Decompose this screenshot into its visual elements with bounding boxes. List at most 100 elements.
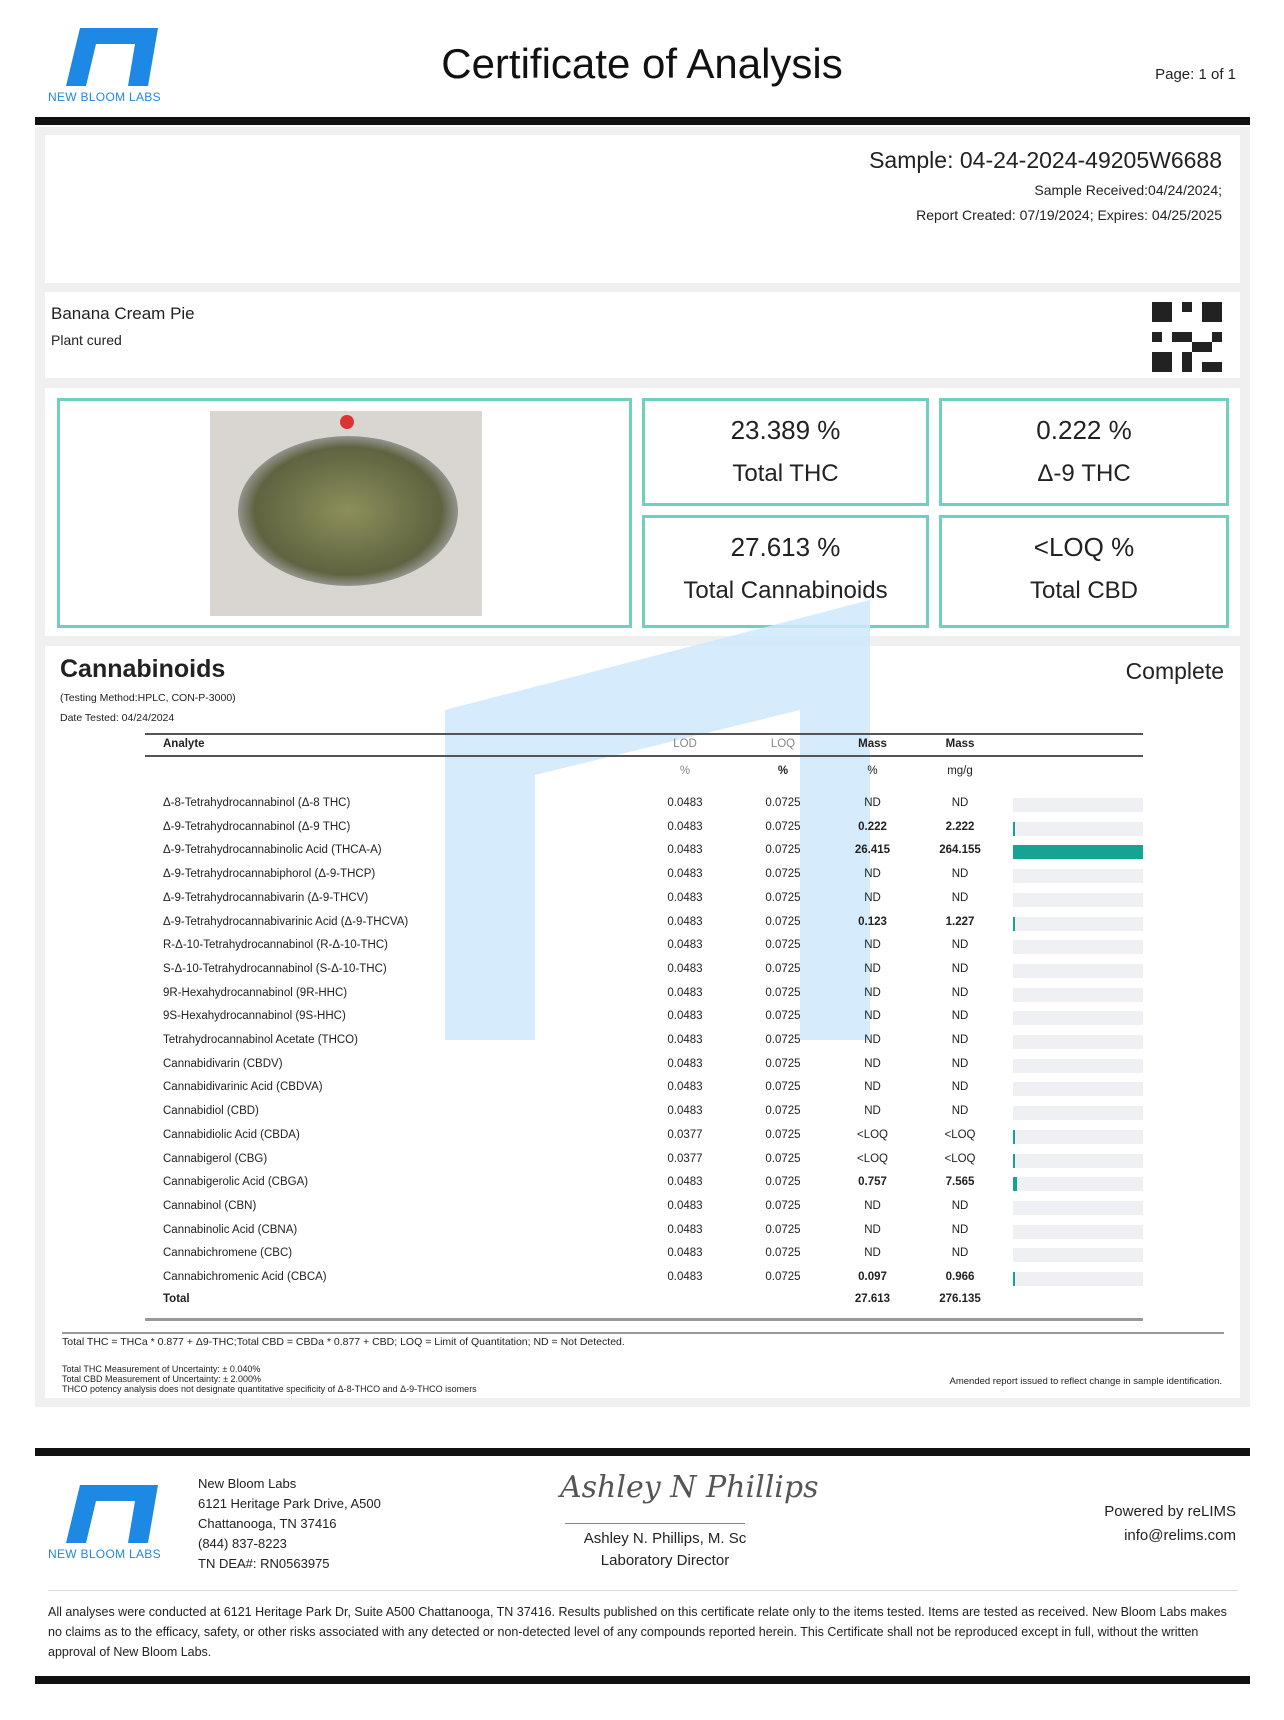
table-row: Cannabigerol (CBG) 0.0377 0.0725 <LOQ <LOQ [0, 1150, 1284, 1172]
cell-mass-mg: ND [951, 1223, 969, 1236]
cell-loq: 0.0725 [765, 820, 801, 833]
total-cbd-value: <LOQ % [1033, 532, 1135, 562]
cell-mass-pct: 26.415 [854, 844, 891, 857]
cell-lod: 0.0483 [667, 962, 703, 975]
cell-mass-mg: ND [951, 1247, 969, 1260]
cell-mass-mg: 2.222 [945, 820, 975, 833]
watermark-logo-icon [445, 600, 870, 1040]
cell-mass-pct: ND [864, 962, 881, 975]
cell-loq: 0.0725 [765, 1176, 801, 1189]
total-thc-box: 23.389 % Total THC [642, 398, 929, 506]
cell-loq: 0.0725 [765, 1223, 801, 1236]
cell-mass-mg: ND [951, 1034, 969, 1046]
product-card: Banana Cream Pie Plant cured [45, 292, 1240, 378]
mass-bar [1013, 1224, 1143, 1239]
cell-mass-pct: <LOQ [856, 1128, 888, 1141]
mass-bar [1013, 916, 1143, 931]
table-row: Δ-9-Tetrahydrocannabivarin (Δ-9-THCV) 0.0… [0, 889, 1284, 911]
cell-mass-mg: <LOQ [944, 1152, 976, 1165]
cell-mass-pct: ND [864, 1199, 881, 1212]
cell-loq: 0.0725 [765, 797, 801, 809]
cell-analyte: Tetrahydrocannabinol Acetate (THCO) [163, 1034, 358, 1046]
cell-analyte: S-Δ-10-Tetrahydrocannabinol (S-Δ-10-THC) [163, 962, 387, 975]
mass-bar [1013, 1058, 1143, 1073]
table-header: Analyte LOD LOQ Mass Mass [0, 735, 1284, 757]
cell-analyte: 9S-Hexahydrocannabinol (9S-HHC) [163, 1010, 346, 1023]
cell-lod: 0.0377 [667, 1152, 703, 1165]
unit-pct: % [867, 765, 878, 777]
mass-bar [1013, 1011, 1143, 1026]
total-cbd-box: <LOQ % Total CBD [939, 515, 1229, 628]
page-number: Page: 1 of 1 [1155, 66, 1236, 83]
signer-title: Laboratory Director [600, 1552, 730, 1569]
lab-city: Chattanooga, TN 37416 [198, 1516, 337, 1531]
cell-mass-mg: ND [951, 962, 969, 975]
disclaimer: All analyses were conducted at 6121 Heri… [48, 1605, 1227, 1659]
mass-bar-fill [1013, 845, 1143, 860]
cell-loq: 0.0725 [765, 1105, 801, 1118]
mass-bar-fill [1013, 1153, 1015, 1168]
mass-bar [1013, 1177, 1143, 1192]
cell-mass-pct: 0.757 [858, 1176, 887, 1189]
mass-bar-fill [1013, 1272, 1015, 1286]
mass-bar [1013, 963, 1143, 978]
total-row: Total 27.613 276.135 [0, 1290, 1284, 1312]
cell-analyte: Cannabigerolic Acid (CBGA) [163, 1176, 309, 1189]
cell-loq: 0.0725 [765, 1010, 801, 1023]
cell-lod: 0.0483 [667, 1199, 703, 1212]
mass-bar [1013, 940, 1143, 955]
cell-loq: 0.0725 [765, 986, 801, 999]
cell-lod: 0.0483 [667, 891, 703, 904]
unit-mg: mg/g [947, 765, 973, 777]
signer-name: Ashley N. Phillips, M. Sc [583, 1530, 747, 1547]
sample-id: Sample: 04-24-2024-49205W6688 [869, 147, 1222, 173]
cell-lod: 0.0483 [667, 1176, 703, 1189]
table-row: Cannabichromenic Acid (CBCA) 0.0483 0.0725… [0, 1268, 1284, 1290]
cell-mass-pct: ND [864, 891, 881, 904]
units-row: % % % mg/g [0, 762, 1284, 784]
cell-mass-mg: 0.966 [945, 1271, 975, 1283]
table-row: Δ-9-Tetrahydrocannabiphorol (Δ-9-THCP) 0.… [0, 865, 1284, 887]
mass-bar [1013, 1129, 1143, 1144]
cell-analyte: Cannabichromenic Acid (CBCA) [163, 1271, 327, 1283]
cell-lod: 0.0483 [667, 1034, 703, 1046]
logo-text: NEW BLOOM LABS [48, 1547, 161, 1561]
cell-mass-mg: <LOQ [944, 1128, 976, 1141]
unit-loq: % [777, 765, 789, 777]
cell-lod: 0.0483 [667, 1223, 703, 1236]
cell-lod: 0.0483 [667, 1105, 703, 1118]
table-row: 9R-Hexahydrocannabinol (9R-HHC) 0.0483 0.0… [0, 984, 1284, 1006]
cell-lod: 0.0483 [667, 986, 703, 999]
cell-mass-pct: ND [864, 1010, 881, 1023]
table-row: 9S-Hexahydrocannabinol (9S-HHC) 0.0483 0.0… [0, 1007, 1284, 1029]
mass-bar [1013, 1106, 1143, 1121]
mass-bar-fill [1013, 1129, 1015, 1144]
cell-mass-mg: ND [951, 1081, 969, 1094]
cell-lod: 0.0377 [667, 1128, 703, 1141]
table-row: R-Δ-10-Tetrahydrocannabinol (R-Δ-10-THC)… [0, 936, 1284, 958]
table-row: Tetrahydrocannabinol Acetate (THCO) 0.048… [0, 1031, 1284, 1053]
signer: Ashley N. Phillips, M. Sc Laboratory Dir… [555, 1528, 775, 1572]
lab-street: 6121 Heritage Park Drive, A500 [198, 1496, 381, 1511]
cell-mass-pct: ND [864, 797, 881, 809]
table-row: Δ-9-Tetrahydrocannabinol (Δ-9 THC) 0.0483… [0, 818, 1284, 840]
cell-mass-pct: 0.097 [858, 1271, 887, 1283]
cell-mass-pct: 0.123 [858, 915, 887, 928]
table-row: Cannabinol (CBN) 0.0483 0.0725 ND ND [0, 1197, 1284, 1219]
cell-analyte: Cannabichromene (CBC) [163, 1247, 293, 1260]
thc-uncertainty: Total THC Measurement of Uncertainty: ± … [62, 1364, 261, 1374]
footer-logo: NEW BLOOM LABS [48, 1485, 178, 1565]
cell-analyte: 9R-Hexahydrocannabinol (9R-HHC) [163, 986, 348, 999]
product-name: Banana Cream Pie [51, 304, 195, 323]
cell-mass-mg: ND [951, 986, 969, 999]
email-link[interactable]: info@relims.com [1124, 1527, 1236, 1544]
cell-mass-mg: ND [951, 1199, 969, 1212]
cell-mass-mg: ND [951, 891, 969, 904]
table-row: Δ-8-Tetrahydrocannabinol (Δ-8 THC) 0.0483… [0, 794, 1284, 816]
logo-text: NEW BLOOM LABS [48, 90, 161, 104]
table-row: Δ-9-Tetrahydrocannabivarinic Acid (Δ-9-T… [0, 913, 1284, 935]
cell-analyte: Cannabidiol (CBD) [163, 1105, 259, 1118]
cell-analyte: Cannabidiolic Acid (CBDA) [163, 1128, 300, 1141]
cell-analyte: R-Δ-10-Tetrahydrocannabinol (R-Δ-10-THC) [163, 939, 388, 952]
cell-loq: 0.0725 [765, 915, 801, 928]
